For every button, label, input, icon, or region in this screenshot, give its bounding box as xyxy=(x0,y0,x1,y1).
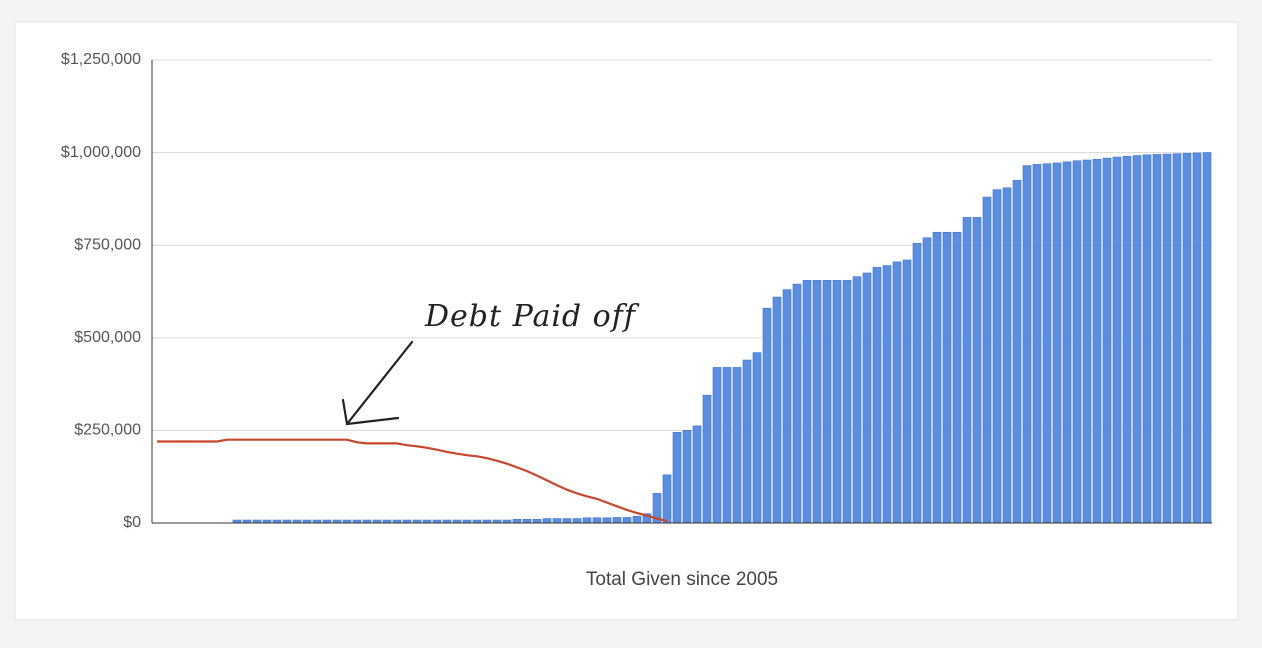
bar xyxy=(1023,166,1031,523)
bar xyxy=(603,518,611,523)
bar xyxy=(513,519,521,523)
bar xyxy=(723,367,731,523)
bar xyxy=(1173,154,1181,523)
y-tick-label: $0 xyxy=(123,514,141,531)
bar xyxy=(523,519,531,523)
y-tick-label: $500,000 xyxy=(74,329,141,346)
bar xyxy=(753,353,761,523)
bar xyxy=(1073,161,1081,523)
bar xyxy=(673,432,681,523)
bar xyxy=(783,290,791,523)
bar xyxy=(763,308,771,523)
bar xyxy=(573,519,581,523)
bar xyxy=(813,280,821,523)
bar xyxy=(1063,162,1071,523)
bar xyxy=(563,519,571,523)
bar xyxy=(983,197,991,523)
bar xyxy=(943,232,951,523)
bar xyxy=(803,280,811,523)
annotation: Debt Paid off xyxy=(424,299,640,334)
bar xyxy=(1013,180,1021,523)
bar xyxy=(1163,154,1171,523)
y-tick-label: $1,250,000 xyxy=(61,51,141,68)
bar xyxy=(743,360,751,523)
bar xyxy=(963,217,971,523)
bar xyxy=(863,273,871,523)
bar xyxy=(873,267,881,523)
bar xyxy=(973,217,981,523)
bar xyxy=(593,518,601,523)
bar xyxy=(903,260,911,523)
bar xyxy=(883,266,891,523)
bar xyxy=(843,280,851,523)
y-tick-label: $750,000 xyxy=(74,236,141,253)
bar xyxy=(583,518,591,523)
bar xyxy=(1133,156,1141,523)
bar xyxy=(533,519,541,523)
bar xyxy=(823,280,831,523)
bar xyxy=(893,262,901,523)
bar xyxy=(623,517,631,523)
bar xyxy=(933,232,941,523)
bar xyxy=(923,238,931,523)
bar xyxy=(1043,164,1051,523)
bar xyxy=(713,367,721,523)
bar xyxy=(1033,164,1041,523)
bar xyxy=(853,277,861,523)
bar xyxy=(1143,155,1151,523)
bar xyxy=(1093,159,1101,523)
bar xyxy=(1183,153,1191,523)
y-tick-label: $250,000 xyxy=(74,422,141,439)
bar xyxy=(693,426,701,523)
bar xyxy=(553,519,561,523)
bar xyxy=(773,297,781,523)
bar xyxy=(833,280,841,523)
bar xyxy=(1103,158,1111,523)
bar xyxy=(663,475,671,523)
bar xyxy=(1153,154,1161,523)
bar xyxy=(1203,153,1211,523)
y-tick-label: $1,000,000 xyxy=(61,144,141,161)
bar xyxy=(733,367,741,523)
bar xyxy=(613,517,621,523)
bar xyxy=(703,395,711,523)
bar xyxy=(543,519,551,523)
bar xyxy=(633,516,641,523)
bar xyxy=(793,284,801,523)
bar xyxy=(993,190,1001,523)
bar xyxy=(683,430,691,523)
bar xyxy=(953,232,961,523)
bar xyxy=(1083,160,1091,523)
bar xyxy=(913,243,921,523)
x-axis-label: Total Given since 2005 xyxy=(586,569,778,590)
bar xyxy=(1113,157,1121,523)
bar xyxy=(1003,188,1011,523)
bar xyxy=(1193,153,1201,523)
bar xyxy=(1053,163,1061,523)
bar xyxy=(1123,156,1131,523)
